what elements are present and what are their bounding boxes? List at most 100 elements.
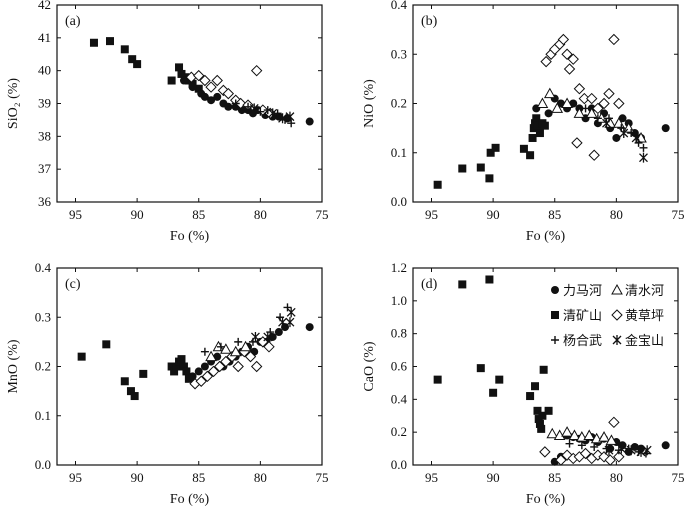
data-point-diamond [539,446,551,458]
series-diamond [539,416,625,466]
series-star [250,307,296,342]
data-point-triangle [536,97,549,108]
data-point-diamond [586,92,598,105]
data-point-triangle [220,343,232,354]
y-tick-label: 42 [38,0,51,12]
panel-c: 95 90 85 80 75 0.0 0.1 0.2 0.3 0.4 Fo (%) MnO (%) (c… [6,260,329,507]
data-point-triangle [568,429,581,440]
data-point-square [77,352,86,361]
x-axis-label: Fo (%) [170,229,210,244]
data-point-diamond [598,451,610,463]
data-point-diamond [244,350,257,363]
data-point-circle [188,372,197,381]
data-point-circle [179,76,188,85]
y-tick-label: 41 [38,30,51,45]
data-point-diamond [263,341,275,353]
data-point-triangle [561,97,573,108]
x-tick-label: 80 [254,207,267,222]
data-point-diamond [232,360,244,373]
data-point-diamond [211,74,223,87]
data-point-star [285,111,295,122]
legend-marker-circle [551,286,559,294]
series-cross [231,99,296,128]
series-triangle [205,340,252,362]
y-tick-label: 0.2 [391,424,407,439]
x-tick-label: 90 [131,470,144,485]
x-tick-label: 95 [425,470,438,485]
data-point-cross [244,102,253,111]
series-star [604,443,652,457]
data-point-diamond [250,360,263,373]
x-tick-label: 75 [316,470,329,485]
y-tick-label: 0.2 [35,359,51,374]
data-point-square [526,151,535,160]
series-star [602,118,648,163]
data-point-star [268,108,278,119]
data-point-square [133,60,142,69]
data-point-cross [590,442,599,451]
data-point-square [184,374,193,383]
panel-a: 95 90 85 80 75 36 37 38 39 40 41 42 Fo (%) SiO₂ (%) (a… [6,0,329,244]
y-tick-label: 0.3 [35,309,51,324]
x-tick-label: 75 [672,470,685,485]
data-point-cross [231,99,240,108]
data-point-cross [283,303,292,312]
data-point-square [539,365,548,374]
y-tick-label: 0.4 [391,391,408,406]
data-point-star [604,445,614,456]
data-point-star [249,103,259,114]
y-tick-label: 39 [38,96,51,111]
data-point-triangle [583,429,596,440]
data-point-square [486,148,495,157]
x-tick-label: 75 [672,207,685,222]
y-tick-label: 37 [38,161,52,176]
legend-marker-diamond [611,309,623,321]
y-tick-label: 1.2 [391,260,407,275]
y-tick-label: 0.1 [35,408,51,423]
data-point-diamond [195,375,207,387]
legend-label: 黄草坪 [625,309,664,324]
data-point-square [130,392,139,401]
x-tick-label: 85 [192,470,205,485]
data-point-square [489,388,498,397]
data-point-triangle [585,107,598,118]
data-point-diamond [207,365,220,378]
data-point-square [458,164,467,173]
series-square [89,37,203,93]
data-point-square [528,133,537,142]
data-point-diamond [613,97,625,110]
x-axis-label: Fo (%) [526,229,566,244]
data-point-circle [188,83,197,92]
plot-frame [56,267,323,466]
x-tick-label: 95 [425,207,438,222]
data-point-diamond [199,74,211,87]
data-point-diamond [603,87,615,100]
data-point-cross [577,441,586,450]
data-point-diamond [540,55,552,68]
legend-marker-cross [551,336,559,344]
data-point-diamond [257,104,269,116]
data-point-star [285,317,295,328]
y-tick-label: 0.4 [35,260,52,275]
legend-label: 杨合武 [563,334,602,349]
data-point-star [639,152,648,163]
data-point-diamond [250,64,263,77]
legend-label: 金宝山 [625,333,664,349]
legend-label: 清矿山 [563,309,602,324]
data-point-square [194,84,203,93]
panel-label: (b) [421,14,438,29]
data-point-diamond [555,454,567,466]
data-point-triangle [561,426,573,437]
y-axis-label: CaO (%) [362,341,377,391]
y-tick-label: 0.0 [391,194,407,209]
data-point-square [177,355,186,364]
data-point-triangle [598,431,610,442]
x-tick-label: 95 [69,207,82,222]
data-point-triangle [239,340,252,352]
data-point-square [485,174,494,183]
x-axis-label: Fo (%) [170,492,210,507]
data-point-diamond [592,449,604,461]
y-tick-label: 0.3 [391,46,407,61]
y-axis-label: MnO (%) [6,339,21,393]
data-point-star [631,132,641,143]
